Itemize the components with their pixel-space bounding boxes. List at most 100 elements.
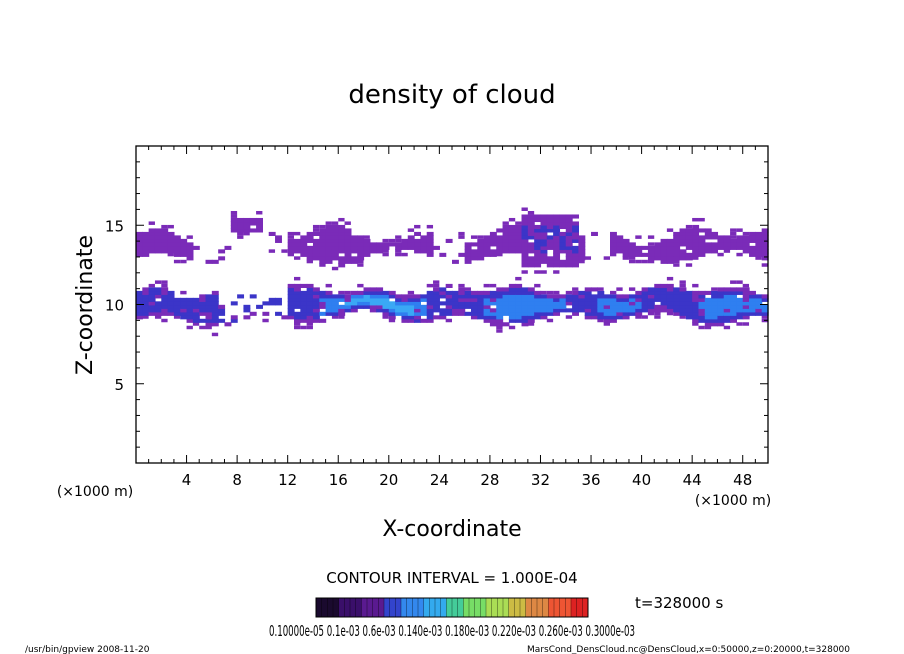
- cloud-cell: [306, 325, 313, 330]
- cloud-cell: [565, 238, 573, 243]
- colorbar-swatch: [525, 598, 532, 617]
- cloud-cell: [717, 308, 725, 313]
- cloud-cell: [553, 214, 561, 219]
- cloud-cell: [483, 252, 491, 257]
- cloud-cell: [502, 287, 510, 292]
- cloud-cell: [382, 252, 389, 257]
- cloud-cell: [496, 249, 504, 254]
- cloud-cell: [470, 294, 478, 299]
- cloud-cell: [508, 294, 516, 299]
- cloud-cell: [704, 297, 712, 302]
- cloud-cell: [458, 294, 466, 299]
- cloud-cell: [161, 245, 169, 250]
- cloud-cell: [704, 231, 712, 236]
- cloud-cell: [559, 308, 567, 313]
- cloud-cell: [192, 318, 200, 323]
- cloud-cell: [616, 245, 624, 250]
- cloud-cell: [540, 228, 548, 233]
- cloud-cell: [565, 235, 573, 240]
- cloud-cell: [761, 263, 768, 267]
- cloud-cell: [673, 294, 681, 299]
- cloud-cell: [610, 238, 617, 243]
- cloud-cell: [401, 304, 409, 309]
- cloud-cell: [673, 301, 681, 306]
- cloud-cell: [477, 252, 485, 257]
- cloud-cell: [647, 235, 655, 239]
- cloud-cell: [464, 259, 472, 264]
- colorbar-swatch: [508, 598, 515, 617]
- cloud-cell: [357, 294, 365, 299]
- cloud-cell: [692, 242, 700, 247]
- y-tick-label: 15: [105, 217, 124, 235]
- cloud-cell: [610, 304, 617, 309]
- colorbar-swatch: [486, 598, 493, 617]
- cloud-cell: [464, 249, 472, 254]
- cloud-cell: [654, 287, 662, 292]
- cloud-cell: [350, 245, 358, 250]
- cloud-cell: [287, 252, 294, 257]
- cloud-cell: [287, 294, 295, 299]
- cloud-cell: [673, 259, 680, 264]
- cloud-cell: [730, 294, 737, 299]
- cloud-cell: [218, 308, 226, 313]
- cloud-cell: [527, 263, 535, 268]
- cloud-cell: [401, 238, 409, 243]
- cloud-cell: [224, 322, 232, 327]
- cloud-cell: [142, 238, 150, 243]
- contour-interval-label: CONTOUR INTERVAL = 1.000E-04: [326, 569, 577, 587]
- cloud-cell: [312, 252, 320, 257]
- cloud-cell: [192, 297, 200, 302]
- cloud-cell: [294, 238, 301, 243]
- cloud-cell: [679, 235, 687, 240]
- cloud-cell: [578, 304, 586, 309]
- cloud-cell: [136, 308, 143, 313]
- cloud-cell: [268, 249, 276, 253]
- colorbar-swatch: [333, 598, 340, 617]
- cloud-cell: [357, 242, 365, 247]
- cloud-cell: [420, 318, 428, 323]
- cloud-cell: [666, 290, 674, 295]
- cloud-cell: [635, 294, 643, 299]
- cloud-cell: [521, 318, 529, 323]
- cloud-cell: [698, 238, 706, 243]
- cloud-cell: [319, 297, 327, 302]
- cloud-cell: [692, 238, 700, 243]
- cloud-cell: [628, 294, 636, 299]
- cloud-cell: [572, 238, 579, 243]
- cloud-cell: [508, 318, 516, 323]
- cloud-cell: [755, 311, 763, 316]
- cloud-cell: [426, 318, 434, 323]
- cloud-cell: [401, 252, 408, 257]
- cloud-cell: [597, 297, 605, 302]
- cloud-cell: [723, 315, 731, 320]
- cloud-cell: [256, 217, 263, 223]
- cloud-cell: [325, 252, 333, 257]
- cloud-cell: [527, 290, 535, 295]
- cloud-cell: [610, 231, 617, 236]
- cloud-cell: [534, 249, 542, 254]
- cloud-cell: [692, 294, 700, 299]
- cloud-cell: [154, 315, 162, 319]
- cloud-cell: [382, 311, 390, 316]
- cloud-cell: [534, 245, 542, 250]
- cloud-cell: [660, 287, 668, 292]
- cloud-cell: [464, 301, 472, 306]
- cloud-cell: [433, 308, 440, 313]
- cloud-cell: [180, 245, 188, 250]
- cloud-cell: [502, 308, 510, 313]
- cloud-cell: [470, 256, 478, 261]
- cloud-cell: [692, 322, 699, 326]
- cloud-cell: [161, 242, 169, 247]
- cloud-cell: [755, 256, 762, 260]
- cloud-cell: [553, 245, 561, 250]
- cloud-cell: [603, 318, 611, 323]
- cloud-cell: [717, 235, 725, 240]
- cloud-cell: [673, 311, 681, 316]
- cloud-cell: [698, 304, 706, 309]
- cloud-cell: [641, 315, 648, 319]
- cloud-cell: [331, 231, 339, 236]
- cloud-cell: [755, 249, 763, 254]
- cloud-cell: [698, 315, 706, 320]
- cloud-cell: [192, 308, 200, 313]
- cloud-cell: [338, 245, 346, 250]
